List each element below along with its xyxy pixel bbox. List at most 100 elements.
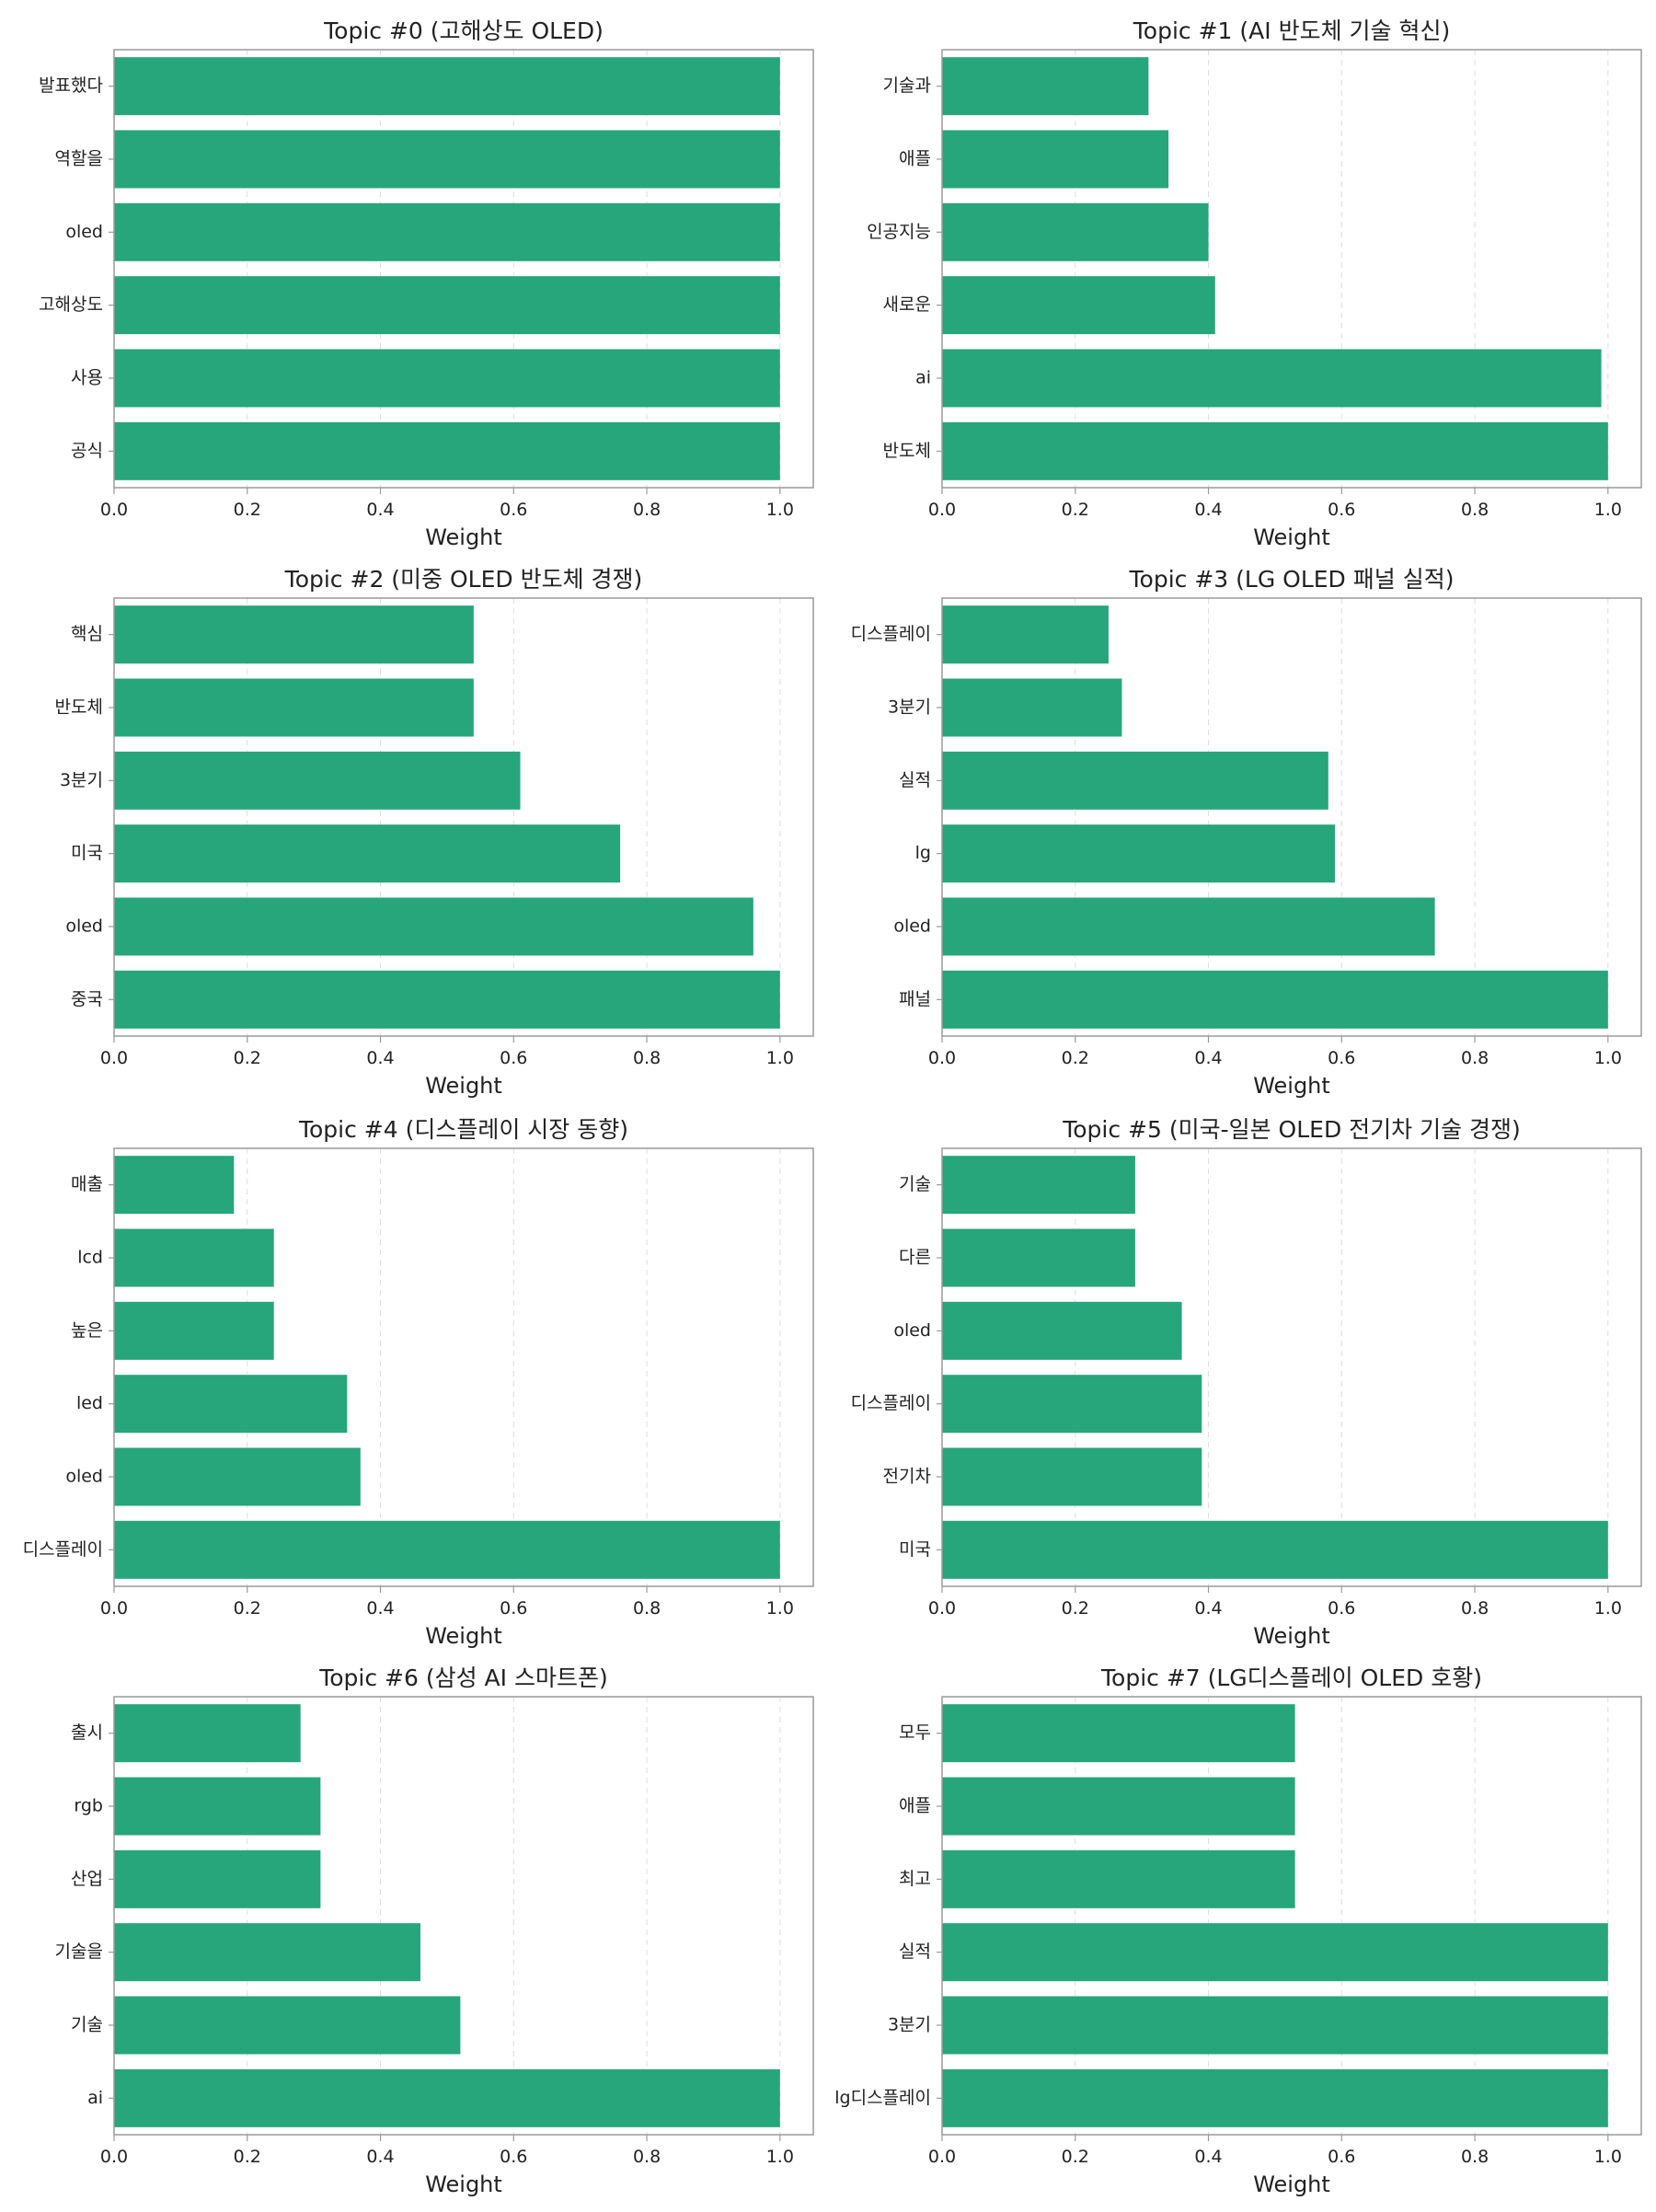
- x-tick-label: 1.0: [1594, 1048, 1622, 1068]
- category-label: 새로운: [883, 294, 931, 315]
- x-tick-label: 0.8: [633, 1598, 661, 1619]
- x-tick-label: 0.0: [928, 1598, 956, 1619]
- bar-lcd: [114, 1228, 274, 1287]
- category-label: oled: [65, 916, 103, 937]
- bar-미국: [114, 824, 621, 883]
- chart-title: Topic #3 (LG OLED 패널 실적): [1129, 566, 1455, 593]
- x-tick-label: 1.0: [766, 500, 794, 520]
- x-tick-label: 0.8: [633, 2147, 661, 2167]
- bar-oled: [114, 897, 753, 956]
- bar-oled: [114, 1447, 361, 1506]
- bar-rgb: [114, 1777, 321, 1836]
- axes-frame: [941, 1696, 1642, 2136]
- x-tick-label: 0.6: [1328, 500, 1355, 520]
- x-tick-label: 0.2: [234, 2147, 261, 2167]
- category-label: 기술: [899, 1174, 931, 1194]
- category-label: 중국: [71, 989, 103, 1009]
- bar-반도체: [942, 421, 1608, 480]
- category-label: 반도체: [55, 697, 103, 718]
- bar-디스플레이: [114, 1520, 780, 1579]
- bar-중국: [114, 970, 780, 1029]
- x-tick-label: 0.6: [1328, 1048, 1355, 1068]
- category-label: 미국: [71, 843, 103, 863]
- bar-역할을: [114, 130, 780, 189]
- bar-oled: [942, 897, 1435, 956]
- bar-높은: [114, 1301, 274, 1360]
- x-axis-label: Weight: [1253, 2172, 1330, 2197]
- category-label: 디스플레이: [23, 1539, 103, 1560]
- axes-frame: [941, 597, 1642, 1037]
- x-tick-label: 0.8: [633, 1048, 661, 1068]
- category-label: 모두: [899, 1722, 931, 1743]
- x-tick-label: 0.4: [1194, 1048, 1222, 1068]
- axes-frame: [113, 597, 814, 1037]
- x-tick-label: 0.4: [1194, 1598, 1222, 1619]
- bar-인공지능: [942, 202, 1209, 261]
- bar-led: [114, 1375, 348, 1434]
- category-label: 3분기: [60, 770, 103, 790]
- category-label: oled: [65, 222, 103, 242]
- category-label: 다른: [899, 1248, 931, 1268]
- x-tick-label: 0.4: [1194, 2147, 1222, 2167]
- bar-ai: [114, 2068, 780, 2127]
- category-label: led: [76, 1393, 103, 1413]
- category-label: 미국: [899, 1539, 931, 1560]
- category-label: 애플: [899, 1796, 931, 1816]
- bar-애플: [942, 130, 1169, 189]
- bar-최고: [942, 1849, 1295, 1908]
- x-tick-label: 0.6: [1328, 1598, 1355, 1619]
- bar-3분기: [942, 1996, 1608, 2055]
- chart-title: Topic #6 (삼성 AI 스마트폰): [318, 1665, 608, 1691]
- category-label: 실적: [899, 1941, 931, 1962]
- x-tick-label: 0.8: [1461, 1598, 1489, 1619]
- category-label: 기술: [71, 2015, 103, 2035]
- bar-핵심: [114, 605, 474, 664]
- bar-디스플레이: [942, 605, 1109, 664]
- chart-title: Topic #0 (고해상도 OLED): [323, 17, 604, 44]
- x-tick-label: 0.2: [1062, 1598, 1089, 1619]
- x-tick-label: 0.0: [928, 2147, 956, 2167]
- chart-title: Topic #1 (AI 반도체 기술 혁신): [1133, 17, 1450, 44]
- category-label: 애플: [899, 149, 931, 169]
- x-tick-label: 0.0: [100, 1048, 128, 1068]
- bar-반도체: [114, 678, 474, 737]
- category-label: 디스플레이: [851, 1393, 931, 1413]
- bar-oled: [942, 1301, 1182, 1360]
- x-tick-label: 0.6: [500, 2147, 527, 2167]
- category-label: 기술과: [883, 75, 931, 96]
- category-label: 출시: [71, 1722, 103, 1743]
- category-label: 디스플레이: [851, 624, 931, 644]
- x-tick-label: 1.0: [766, 2147, 794, 2167]
- x-axis-label: Weight: [1253, 524, 1330, 550]
- category-label: 최고: [899, 1869, 931, 1889]
- x-axis-label: Weight: [1253, 1073, 1330, 1099]
- bar-oled: [114, 202, 780, 261]
- bar-기술: [114, 1996, 461, 2055]
- x-tick-label: 1.0: [766, 1598, 794, 1619]
- axes-frame: [113, 49, 814, 489]
- x-tick-label: 0.6: [500, 500, 527, 520]
- category-label: 매출: [71, 1174, 103, 1194]
- category-label: 역할을: [55, 149, 103, 169]
- x-tick-label: 0.8: [1461, 2147, 1489, 2167]
- category-label: rgb: [74, 1796, 103, 1816]
- category-label: lg디스플레이: [834, 2088, 931, 2108]
- category-label: 패널: [899, 989, 931, 1009]
- x-tick-label: 0.0: [928, 1048, 956, 1068]
- bar-디스플레이: [942, 1375, 1202, 1434]
- x-tick-label: 0.2: [1062, 500, 1089, 520]
- category-label: 산업: [71, 1869, 103, 1889]
- bar-미국: [942, 1520, 1608, 1579]
- category-label: 3분기: [888, 2015, 931, 2035]
- x-tick-label: 0.6: [500, 1048, 527, 1068]
- category-label: 발표했다: [39, 75, 103, 96]
- x-tick-label: 0.2: [1062, 1048, 1089, 1068]
- chart-title: Topic #4 (디스플레이 시장 동향): [298, 1116, 628, 1143]
- x-axis-label: Weight: [425, 2172, 502, 2197]
- bar-애플: [942, 1777, 1295, 1836]
